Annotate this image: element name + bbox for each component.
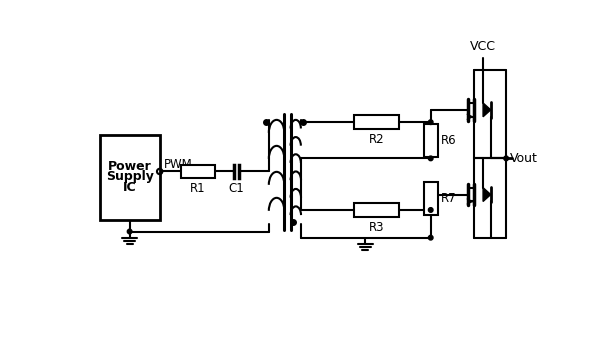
Bar <box>424 124 437 157</box>
Text: VCC: VCC <box>470 40 496 53</box>
Bar <box>355 203 399 217</box>
Text: C1: C1 <box>229 182 245 195</box>
Text: R7: R7 <box>441 192 457 205</box>
Circle shape <box>127 229 132 234</box>
Circle shape <box>428 235 433 240</box>
Polygon shape <box>483 188 491 201</box>
Text: Supply: Supply <box>106 170 154 183</box>
Text: R1: R1 <box>190 182 206 195</box>
Bar <box>181 165 215 178</box>
Bar <box>424 182 437 215</box>
Polygon shape <box>483 103 491 117</box>
Text: R3: R3 <box>369 221 385 234</box>
Circle shape <box>428 208 433 212</box>
Bar <box>100 135 160 220</box>
Circle shape <box>428 156 433 161</box>
Text: R2: R2 <box>369 133 385 146</box>
Text: Vout: Vout <box>510 152 538 165</box>
Circle shape <box>504 156 508 161</box>
Bar <box>355 115 399 129</box>
Text: IC: IC <box>123 181 136 194</box>
Text: R6: R6 <box>441 134 457 147</box>
Text: Power: Power <box>108 160 152 173</box>
Circle shape <box>428 120 433 124</box>
Text: PWM: PWM <box>164 158 192 171</box>
